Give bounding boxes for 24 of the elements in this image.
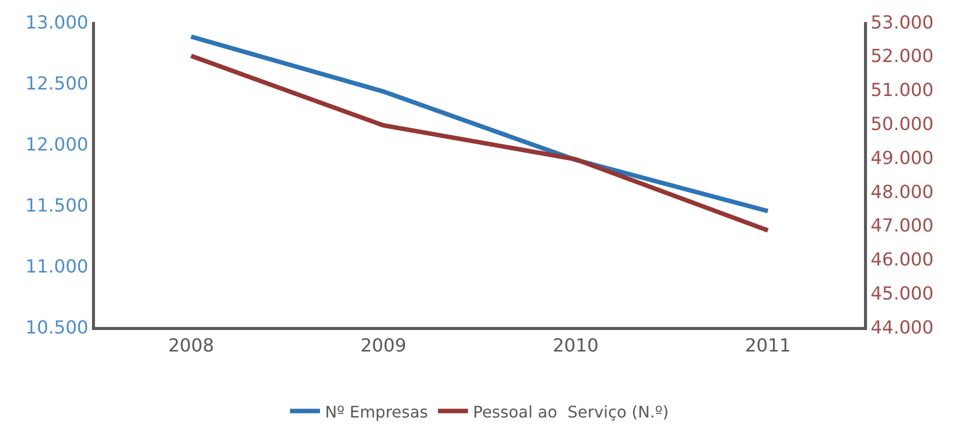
y-tick-label: 12.000 (25, 134, 88, 156)
y2-tick-label: 51.000 (870, 80, 934, 102)
y-tick-label: 13.000 (25, 12, 88, 34)
y2-tick-label: 46.000 (870, 250, 934, 271)
y2-tick-label: 48.000 (870, 182, 934, 203)
x-tick-label: 2008 (168, 336, 214, 357)
y-tick-label: 10.500 (25, 317, 88, 338)
y2-tick-label: 44.000 (870, 317, 934, 338)
y-tick-label: 11.500 (25, 195, 88, 216)
y2-tick-label: 50.000 (870, 114, 934, 135)
line-series (188, 34, 770, 214)
x-tick-label: 2011 (744, 336, 791, 357)
y-tick-label: 11.000 (25, 256, 88, 278)
y2-tick-label: 47.000 (870, 216, 934, 237)
y2-tick-label: 45.000 (870, 283, 934, 304)
y2-tick-label: 53.000 (870, 12, 934, 34)
legend-label: Nº Empresas (325, 402, 428, 422)
x-tick-label: 2009 (360, 336, 406, 357)
y2-tick-label: 52.000 (870, 46, 934, 68)
x-tick-label: 2010 (552, 336, 599, 357)
y2-tick-label: 49.000 (870, 148, 934, 169)
y-tick-label: 12.500 (25, 73, 88, 94)
legend-label: Pessoal ao Serviço (N.º) (473, 402, 669, 422)
line-series (188, 54, 770, 233)
